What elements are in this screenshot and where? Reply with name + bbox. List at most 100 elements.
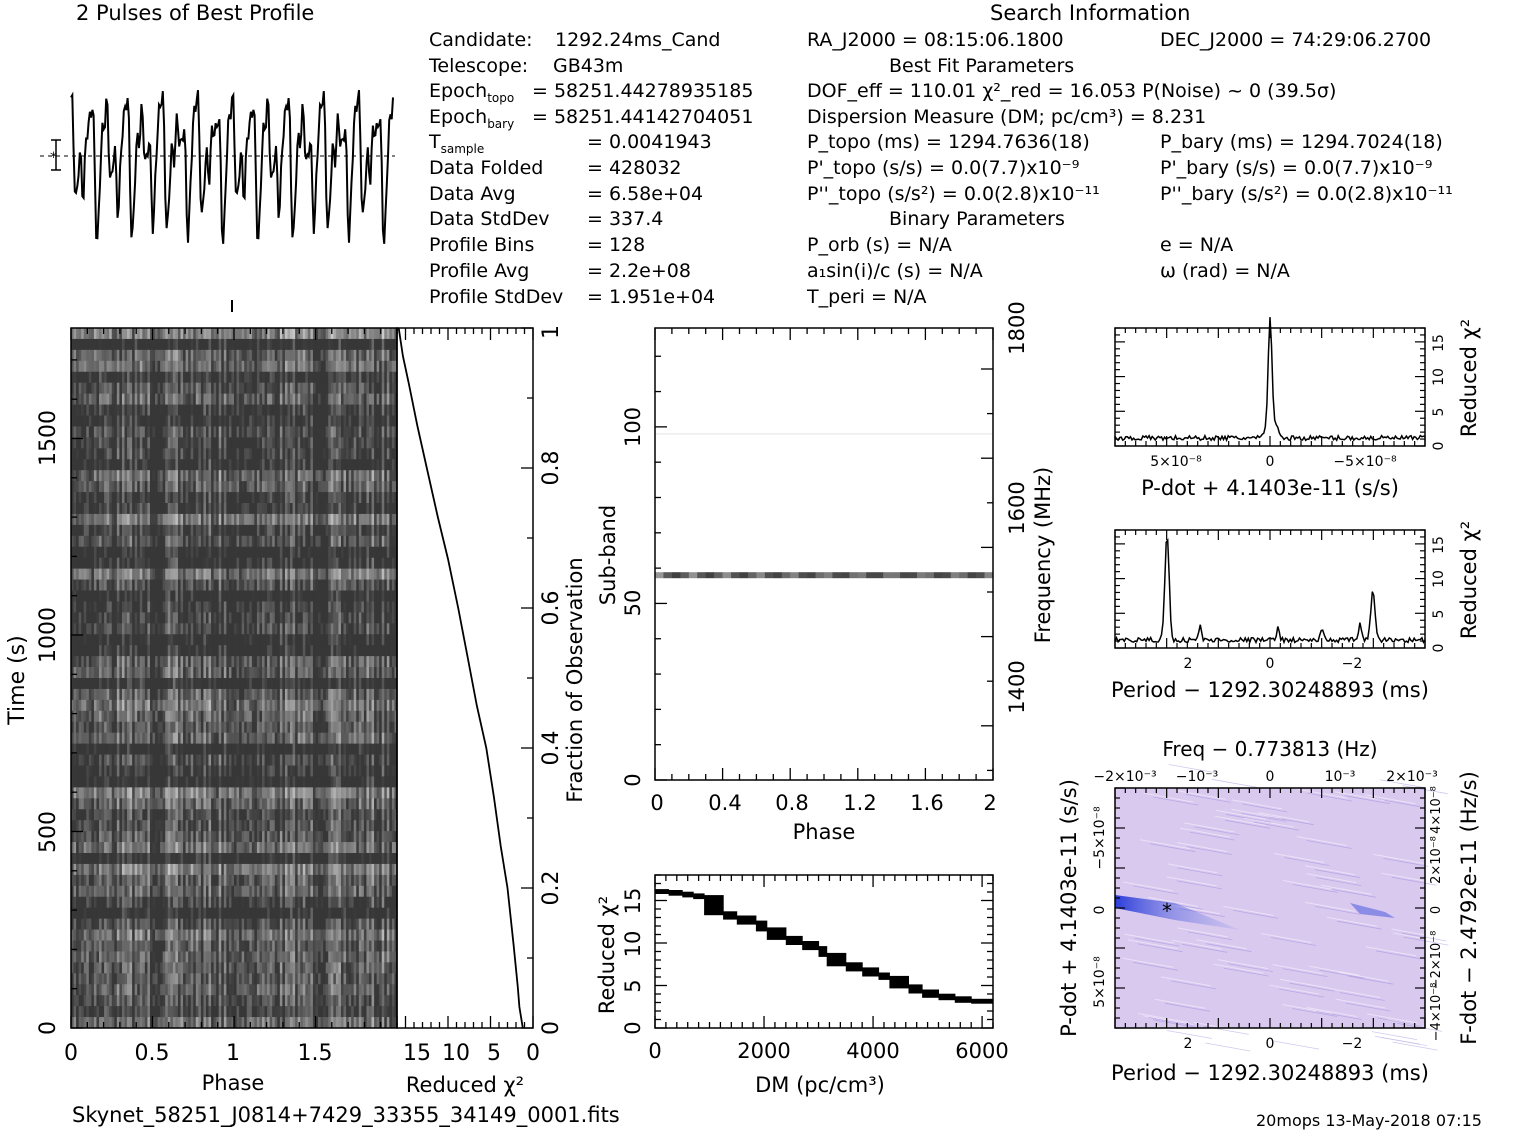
dm-xtick-2: 4000 bbox=[846, 1039, 899, 1063]
tc-ytick-3: 0.6 bbox=[539, 591, 564, 626]
tp-ytick-1: 500 bbox=[36, 811, 61, 853]
ppdot-main-stripe bbox=[1115, 895, 1240, 930]
time-chi2-frame bbox=[396, 327, 534, 1029]
dm-segment bbox=[693, 893, 705, 900]
search-title: Search Information bbox=[990, 1, 1191, 25]
pc-ytick-1: 5 bbox=[1431, 610, 1447, 619]
pp-x2tick-4: 2×10⁻³ bbox=[1386, 769, 1437, 785]
tc-ytick-0: 0 bbox=[539, 1021, 564, 1035]
tp-ytick-2: 1000 bbox=[36, 607, 61, 663]
pc-ytick-2: 10 bbox=[1431, 570, 1447, 588]
profile-star: * bbox=[50, 150, 57, 166]
sb-y2tick-0: 1400 bbox=[1005, 660, 1029, 713]
pc-ytick-0: 0 bbox=[1431, 644, 1447, 653]
timestamp: 20mops 13-May-2018 07:15 bbox=[1256, 1111, 1482, 1130]
ecc-text: e = N/A bbox=[1160, 234, 1234, 256]
filename: Skynet_58251_J0814+7429_33355_34149_0001… bbox=[72, 1103, 620, 1127]
pd-xtick-2: −5×10⁻⁸ bbox=[1333, 454, 1397, 470]
dm-ytick-3: 15 bbox=[621, 888, 645, 915]
pp-xlabel: Period − 1292.30248893 (ms) bbox=[1111, 1061, 1429, 1085]
data-avg-value: = 6.58e+04 bbox=[587, 183, 704, 205]
dof-text: DOF_eff = 110.01 χ²_red = 16.053 P(Noise… bbox=[807, 80, 1337, 102]
pddtopo-text: P''_topo (s/s²) = 0.0(2.8)x10⁻¹¹ bbox=[807, 183, 1100, 205]
pc-xlabel: Period − 1292.30248893 (ms) bbox=[1111, 678, 1429, 702]
dm-chi2-line bbox=[655, 889, 994, 1004]
data-stddev-value: = 337.4 bbox=[587, 208, 664, 230]
pp-y2tick-2: 0 bbox=[1429, 906, 1444, 914]
profile-avg-label: Profile Avg bbox=[429, 260, 530, 282]
sb-xtick-4: 1.6 bbox=[910, 791, 943, 815]
sb-xtick-0: 0 bbox=[650, 791, 663, 815]
ppdot-secondary-stripe bbox=[1350, 903, 1395, 918]
pc-xtick-0: 2 bbox=[1184, 656, 1193, 672]
period-line bbox=[1114, 537, 1426, 645]
telescope-label: Telescope: bbox=[429, 55, 529, 77]
dm-chi2-plot: 0 2000 4000 6000 DM (pc/cm³) 0 5 10 15 R… bbox=[595, 874, 1009, 1097]
dm-segment bbox=[862, 967, 880, 977]
tp-xtick-2: 1 bbox=[226, 1041, 240, 1066]
profile-stddev-label: Profile StdDev bbox=[429, 286, 564, 308]
pp-y2tick-0: −4×10⁻⁸ bbox=[1429, 983, 1444, 1042]
data-stddev-label: Data StdDev bbox=[429, 208, 550, 230]
dm-segment bbox=[802, 941, 820, 951]
pd-ytick-2: 10 bbox=[1431, 368, 1447, 386]
dm-segment bbox=[954, 996, 972, 1003]
tc-xlabel: Reduced χ² bbox=[406, 1073, 524, 1097]
pd-xlabel: P-dot + 4.1403e-11 (s/s) bbox=[1141, 476, 1399, 500]
profile-avg-value: = 2.2e+08 bbox=[587, 260, 691, 282]
pp-xtick-2: −2 bbox=[1342, 1036, 1363, 1052]
tsample-label: Tsample bbox=[429, 131, 485, 156]
pdot-chi2-plot: 5×10⁻⁸ 0 −5×10⁻⁸ P-dot + 4.1403e-11 (s/s… bbox=[1114, 317, 1481, 500]
pd-xtick-1: 0 bbox=[1266, 454, 1275, 470]
candidate-value: 1292.24ms_Cand bbox=[555, 29, 721, 51]
pp-title: Freq − 0.773813 (Hz) bbox=[1162, 737, 1377, 761]
p-pdot-plot: * Freq − 0.773813 (Hz) −2×10⁻³ −10⁻³ 0 1… bbox=[1057, 737, 1481, 1085]
a1-text: a₁sin(i)/c (s) = N/A bbox=[807, 260, 983, 282]
dm-segment bbox=[736, 915, 757, 925]
sb-xlabel: Phase bbox=[793, 820, 856, 844]
dm-segment bbox=[818, 946, 828, 957]
epoch-topo-value: = 58251.44278935185 bbox=[532, 80, 754, 102]
dm-segment bbox=[908, 984, 923, 994]
pp-xtick-1: 0 bbox=[1266, 1036, 1275, 1052]
profile-bins-value: = 128 bbox=[587, 234, 646, 256]
tp-xtick-1: 0.5 bbox=[135, 1041, 170, 1066]
dm-segment bbox=[826, 952, 847, 967]
dm-segment bbox=[878, 972, 890, 980]
pc-xtick-2: −2 bbox=[1342, 656, 1363, 672]
pp-x2tick-3: 10⁻³ bbox=[1325, 769, 1356, 785]
dm-segment bbox=[766, 927, 787, 940]
sb-ytick-1: 50 bbox=[621, 590, 645, 617]
pp-ytick-0: −5×10⁻⁸ bbox=[1092, 806, 1108, 870]
pp-xtick-0: 2 bbox=[1184, 1036, 1193, 1052]
sb-ytick-2: 100 bbox=[621, 407, 645, 447]
best-fit-title: Best Fit Parameters bbox=[889, 55, 1075, 77]
pp-y2tick-3: 2×10⁻⁸ bbox=[1429, 836, 1444, 884]
profile-plot: * bbox=[40, 89, 395, 312]
pp-ytick-2: 5×10⁻⁸ bbox=[1092, 956, 1108, 1008]
pd-ytick-3: 15 bbox=[1431, 334, 1447, 352]
sb-ytick-0: 0 bbox=[621, 773, 645, 786]
dm-ytick-0: 0 bbox=[621, 1021, 645, 1034]
dm-ytick-1: 5 bbox=[621, 979, 645, 992]
telescope-value: GB43m bbox=[553, 55, 624, 77]
tperi-text: T_peri = N/A bbox=[807, 286, 927, 308]
dm-segment bbox=[668, 890, 683, 896]
time-chi2-plot: 15 10 5 0 Reduced χ² 0 0.2 0.4 0.6 0.8 1… bbox=[396, 325, 587, 1097]
pd-ylabel: Reduced χ² bbox=[1457, 319, 1481, 437]
tc-ytick-2: 0.4 bbox=[539, 731, 564, 766]
sb-xtick-2: 0.8 bbox=[775, 791, 808, 815]
pp-y2tick-4: 4×10⁻⁸ bbox=[1429, 786, 1444, 834]
pc-ylabel: Reduced χ² bbox=[1457, 521, 1481, 639]
sb-xtick-1: 0.4 bbox=[708, 791, 741, 815]
binary-title: Binary Parameters bbox=[889, 208, 1065, 230]
dm-segment bbox=[655, 889, 670, 894]
ra-text: RA_J2000 = 08:15:06.1800 bbox=[807, 29, 1064, 51]
pddbary-text: P''_bary (s/s²) = 0.0(2.8)x10⁻¹¹ bbox=[1160, 183, 1453, 205]
tc-xtick-3: 0 bbox=[526, 1041, 540, 1066]
pp-ylabel: P-dot + 4.1403e-11 (s/s) bbox=[1057, 779, 1081, 1037]
dm-segment bbox=[845, 962, 863, 972]
profile-title: 2 Pulses of Best Profile bbox=[76, 1, 315, 25]
pp-ytick-1: 0 bbox=[1092, 906, 1108, 915]
